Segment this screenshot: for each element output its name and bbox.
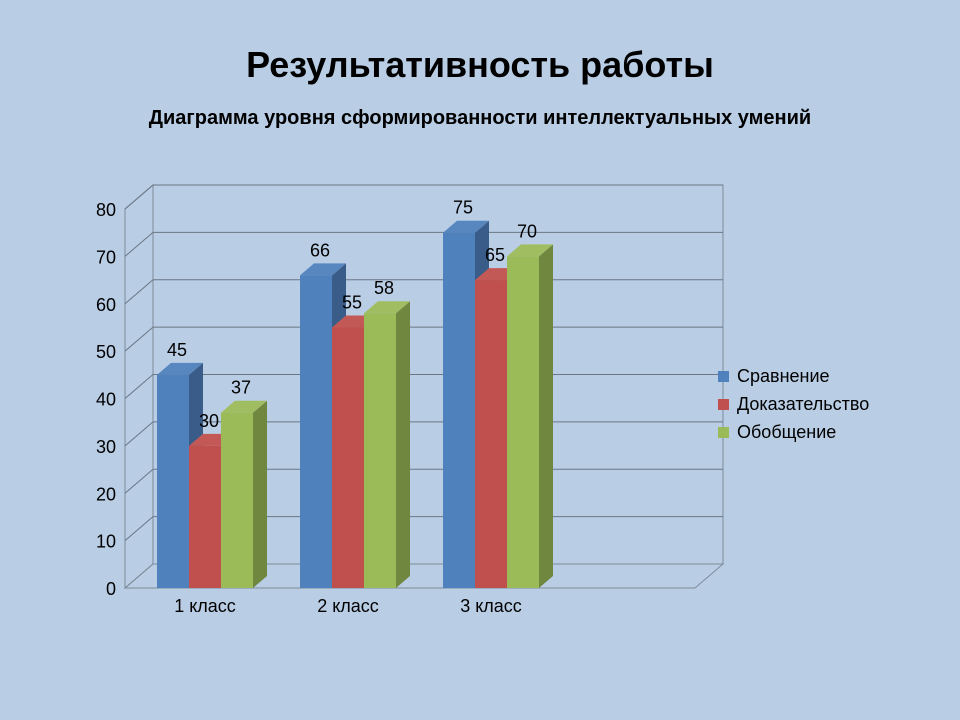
chart-legend: Сравнение Доказательство Обобщение xyxy=(718,362,869,446)
y-tick-label: 70 xyxy=(96,247,116,267)
gridline-side xyxy=(124,468,154,494)
y-tick-label: 20 xyxy=(96,484,116,504)
chart-backdrop xyxy=(123,183,725,590)
legend-item-0: Сравнение xyxy=(718,362,869,390)
bar-top xyxy=(507,244,553,257)
gridline-side xyxy=(124,374,154,399)
legend-item-1: Доказательство xyxy=(718,390,869,418)
legend-swatch xyxy=(718,370,729,382)
y-tick-label: 40 xyxy=(96,390,116,410)
legend-label: Обобщение xyxy=(737,421,837,442)
bar-front xyxy=(157,374,189,588)
gridline-side xyxy=(124,421,154,447)
data-label: 65 xyxy=(485,245,505,265)
data-label: 37 xyxy=(231,378,251,398)
y-tick-label: 10 xyxy=(96,532,116,552)
x-tick-label: 3 класс xyxy=(460,596,522,616)
gridline-side xyxy=(124,516,154,542)
bar-top xyxy=(300,263,346,276)
bar xyxy=(221,400,267,588)
chart-title: Диаграмма уровня сформированности интелл… xyxy=(148,107,812,129)
bar-front xyxy=(221,412,253,588)
y-tick-label: 30 xyxy=(96,437,116,457)
y-tick-label: 50 xyxy=(96,342,116,362)
bar xyxy=(364,301,410,588)
gridline-side xyxy=(124,231,154,257)
bar-front xyxy=(332,327,364,588)
legend-label: Доказательство xyxy=(737,393,870,414)
bar-side xyxy=(396,301,410,588)
bar-front xyxy=(364,313,396,588)
legend-swatch xyxy=(718,426,729,438)
bar-front xyxy=(443,232,475,588)
bar-side xyxy=(539,244,553,588)
bar-top xyxy=(364,301,410,314)
bar xyxy=(507,244,553,588)
legend-label: Сравнение xyxy=(737,365,830,386)
bar-front xyxy=(475,280,507,588)
bar-side xyxy=(253,400,267,588)
data-label: 75 xyxy=(453,198,473,218)
legend-item-2: Обобщение xyxy=(718,418,869,446)
bar-front xyxy=(189,445,221,588)
y-tick-label: 80 xyxy=(96,200,116,220)
slide-title: Результативность работы xyxy=(246,44,714,85)
data-label: 66 xyxy=(310,240,330,260)
legend-swatch xyxy=(718,398,729,410)
data-label: 55 xyxy=(342,292,362,312)
bar-top xyxy=(221,400,267,413)
y-tick-label: 60 xyxy=(96,295,116,315)
chart-bars xyxy=(157,220,553,588)
bar-top xyxy=(443,220,489,233)
gridline-side xyxy=(124,279,154,305)
bar-top xyxy=(157,362,203,375)
bar-front xyxy=(300,275,332,588)
data-label: 58 xyxy=(374,278,394,298)
chart-labels: 0 10 20 30 40 50 60 70 80 1 класс 2 класс 3 класс 45… xyxy=(96,198,537,616)
gridline-side xyxy=(124,326,154,352)
bar-front xyxy=(507,256,539,588)
data-label: 30 xyxy=(199,411,219,431)
gridline-side xyxy=(124,184,154,210)
x-tick-label: 2 класс xyxy=(317,596,379,616)
data-label: 45 xyxy=(167,340,187,360)
y-tick-label: 0 xyxy=(106,579,116,599)
data-label: 70 xyxy=(517,221,537,241)
x-tick-label: 1 класс xyxy=(174,596,236,616)
